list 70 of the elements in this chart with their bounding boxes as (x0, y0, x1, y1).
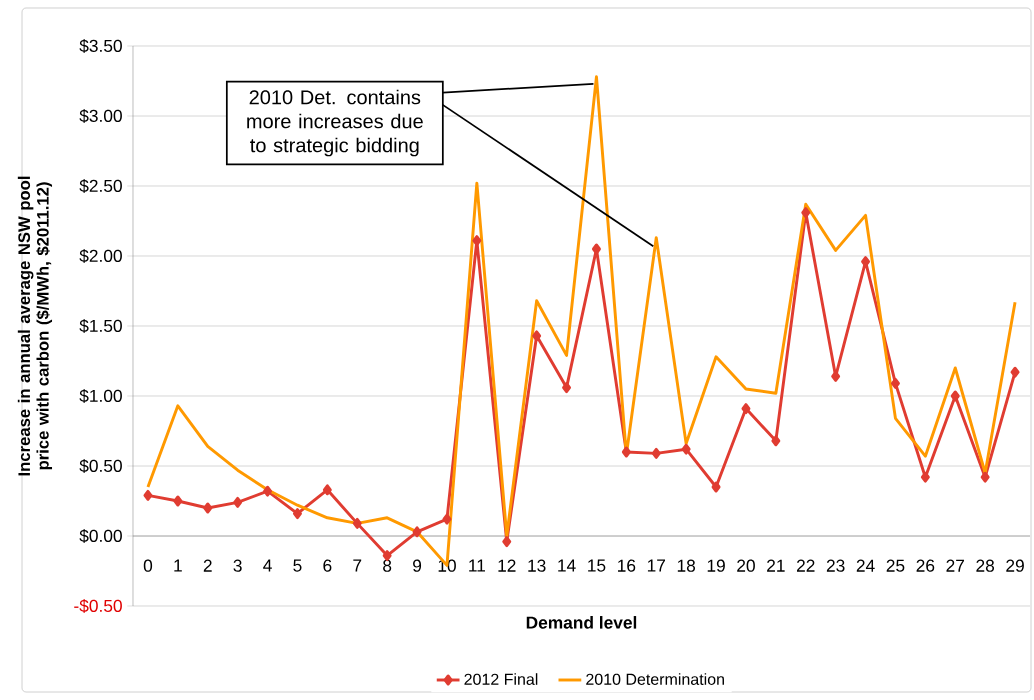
x-tick-label: 8 (383, 559, 392, 572)
y-tick-label: $2.00 (79, 248, 122, 264)
y-tick-label: $0.50 (79, 458, 122, 474)
y-tick-label: $0.00 (79, 528, 122, 544)
point (920, 471, 930, 483)
x-tick-label: 12 (498, 559, 516, 572)
x-tick-label: 13 (528, 559, 546, 572)
point (263, 485, 273, 497)
y-tick-label: $3.00 (79, 108, 122, 124)
x-axis-title: Demand level (526, 616, 637, 629)
x-tick-label: 4 (263, 559, 272, 572)
x-tick-label: 26 (916, 559, 935, 572)
point (412, 526, 422, 538)
x-tick-label: 21 (767, 559, 785, 572)
x-tick-label: 19 (707, 559, 725, 572)
legend-label: 2010 Determination (586, 673, 724, 685)
x-tick-label: 25 (886, 559, 905, 572)
point (950, 390, 960, 402)
point (502, 536, 512, 548)
x-tick-label: 24 (856, 559, 875, 572)
point (890, 377, 900, 389)
x-tick-label: 23 (826, 559, 845, 572)
point (292, 508, 302, 520)
point (651, 447, 661, 459)
x-tick-label: 6 (323, 559, 332, 572)
y-tick-label: $1.50 (79, 318, 122, 334)
point (1010, 366, 1020, 378)
point (442, 513, 452, 525)
y-tick-label: $1.00 (79, 388, 122, 404)
x-tick-label: 28 (976, 559, 995, 572)
point (621, 446, 631, 458)
x-tick-label: 29 (1006, 559, 1024, 572)
x-tick-label: 3 (233, 559, 242, 572)
x-tick-label: 18 (677, 559, 696, 572)
point (203, 502, 213, 514)
point (801, 207, 811, 219)
y-tick-label: $3.50 (79, 38, 122, 54)
point (591, 243, 601, 255)
x-tick-label: 9 (413, 559, 422, 572)
point (741, 403, 751, 415)
y-tick-label: $2.50 (79, 178, 122, 194)
x-tick-label: 22 (796, 559, 815, 572)
point (771, 435, 781, 447)
x-tick-label: 2 (203, 559, 212, 572)
legend-label: 2012 Final (464, 673, 538, 685)
x-tick-label: 1 (174, 559, 182, 572)
x-tick-label: 14 (558, 559, 576, 572)
point (173, 495, 183, 507)
y-axis-title: Increase in annual average NSW pool price with carbon ($/MWh, $2011.12) (17, 176, 53, 476)
x-tick-label: 10 (438, 559, 456, 572)
x-tick-label: 15 (588, 559, 606, 572)
y-tick-label: -$0.50 (74, 598, 122, 614)
x-tick-label: 17 (647, 559, 666, 572)
x-tick-label: 11 (469, 559, 486, 572)
point (562, 382, 572, 394)
point (322, 484, 332, 496)
point (711, 481, 721, 493)
point (980, 471, 990, 483)
point (143, 489, 153, 501)
x-tick-label: 16 (618, 559, 636, 572)
annotation: 2010 Det. contains more increases due to strategic bidding (247, 89, 423, 157)
x-tick-label: 0 (143, 559, 153, 572)
x-tick-label: 7 (353, 559, 362, 572)
x-tick-label: 20 (737, 559, 755, 572)
x-tick-label: 5 (293, 559, 302, 572)
x-tick-label: 27 (946, 559, 965, 572)
point (532, 330, 542, 342)
point (233, 496, 243, 508)
point (681, 443, 691, 455)
point (352, 517, 362, 529)
